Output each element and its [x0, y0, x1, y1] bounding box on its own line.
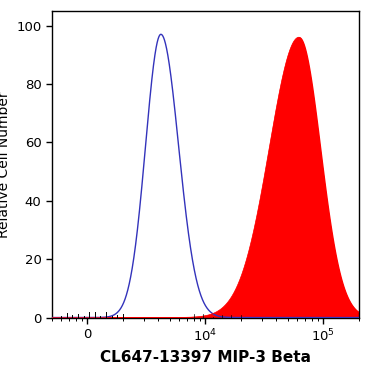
- X-axis label: CL647-13397 MIP-3 Beta: CL647-13397 MIP-3 Beta: [100, 350, 311, 365]
- Y-axis label: Relative Cell Number: Relative Cell Number: [0, 91, 11, 238]
